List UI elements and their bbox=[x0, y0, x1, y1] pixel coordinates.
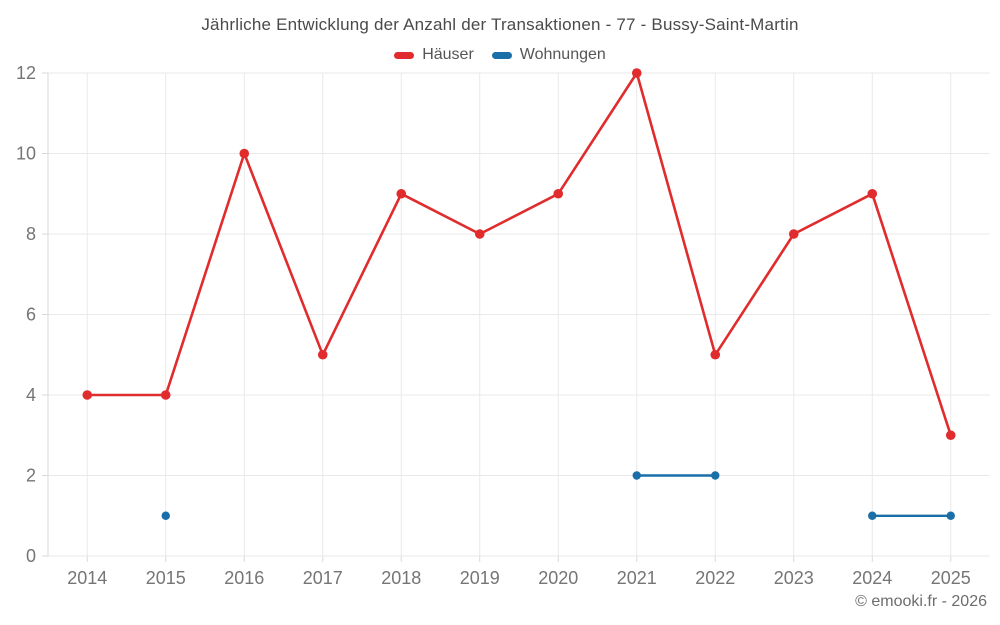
svg-text:2019: 2019 bbox=[460, 568, 500, 588]
svg-text:2025: 2025 bbox=[931, 568, 971, 588]
svg-text:2021: 2021 bbox=[617, 568, 657, 588]
svg-text:2015: 2015 bbox=[146, 568, 186, 588]
wohnungen-series-swatch-icon bbox=[491, 51, 512, 59]
svg-text:2022: 2022 bbox=[695, 568, 735, 588]
copyright-footer: © emooki.fr - 2026 bbox=[855, 593, 987, 610]
chart-legend: Häuser Wohnungen bbox=[0, 46, 1000, 64]
svg-text:10: 10 bbox=[16, 144, 36, 164]
svg-text:4: 4 bbox=[26, 385, 36, 405]
svg-text:8: 8 bbox=[26, 224, 36, 244]
legend-item-wohnungen[interactable]: Wohnungen bbox=[491, 46, 606, 64]
svg-text:2020: 2020 bbox=[538, 568, 578, 588]
legend-item-haeuser[interactable]: Häuser bbox=[394, 46, 474, 64]
svg-text:2017: 2017 bbox=[303, 568, 343, 588]
svg-text:2023: 2023 bbox=[774, 568, 814, 588]
svg-text:2024: 2024 bbox=[852, 568, 892, 588]
chart-title: Jährliche Entwicklung der Anzahl der Tra… bbox=[201, 15, 799, 34]
svg-text:2014: 2014 bbox=[67, 568, 107, 588]
legend-label-wohnungen: Wohnungen bbox=[519, 46, 606, 63]
svg-text:6: 6 bbox=[26, 305, 36, 325]
svg-text:12: 12 bbox=[16, 63, 36, 83]
haeuser-series-swatch-icon bbox=[394, 51, 415, 59]
svg-text:0: 0 bbox=[26, 546, 36, 566]
svg-text:2016: 2016 bbox=[224, 568, 264, 588]
legend-label-haeuser: Häuser bbox=[422, 46, 474, 63]
svg-text:2: 2 bbox=[26, 466, 36, 486]
svg-text:2018: 2018 bbox=[381, 568, 421, 588]
